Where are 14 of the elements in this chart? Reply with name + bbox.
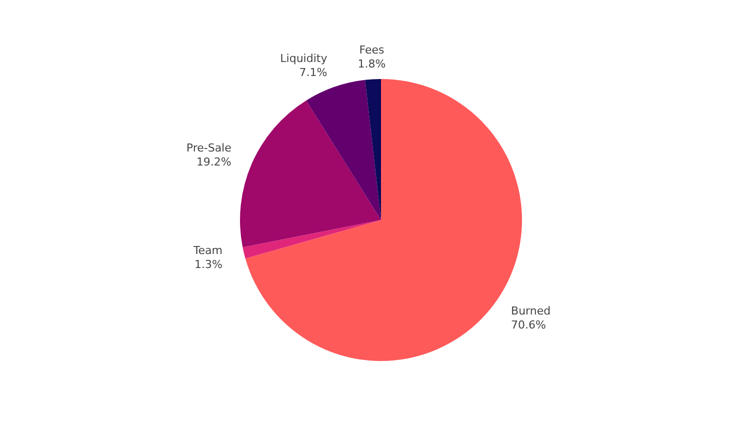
slice-label: Liquidity [280,52,328,66]
data-label: 7.1% [299,66,328,80]
data-label: 1.3% [194,258,223,272]
slice-label: Fees [359,43,385,56]
data-label: 19.2% [196,155,232,168]
pie-slice [242,220,381,258]
slice-label: Team [192,244,223,258]
slice-label: Pre-Sale [186,141,232,154]
pie-slice [240,100,381,248]
pie-slice [306,80,381,220]
slice-label: Burned [511,304,551,318]
data-label: 1.8% [358,57,386,70]
pie-slice [365,79,381,220]
data-label: 70.6% [511,318,546,332]
